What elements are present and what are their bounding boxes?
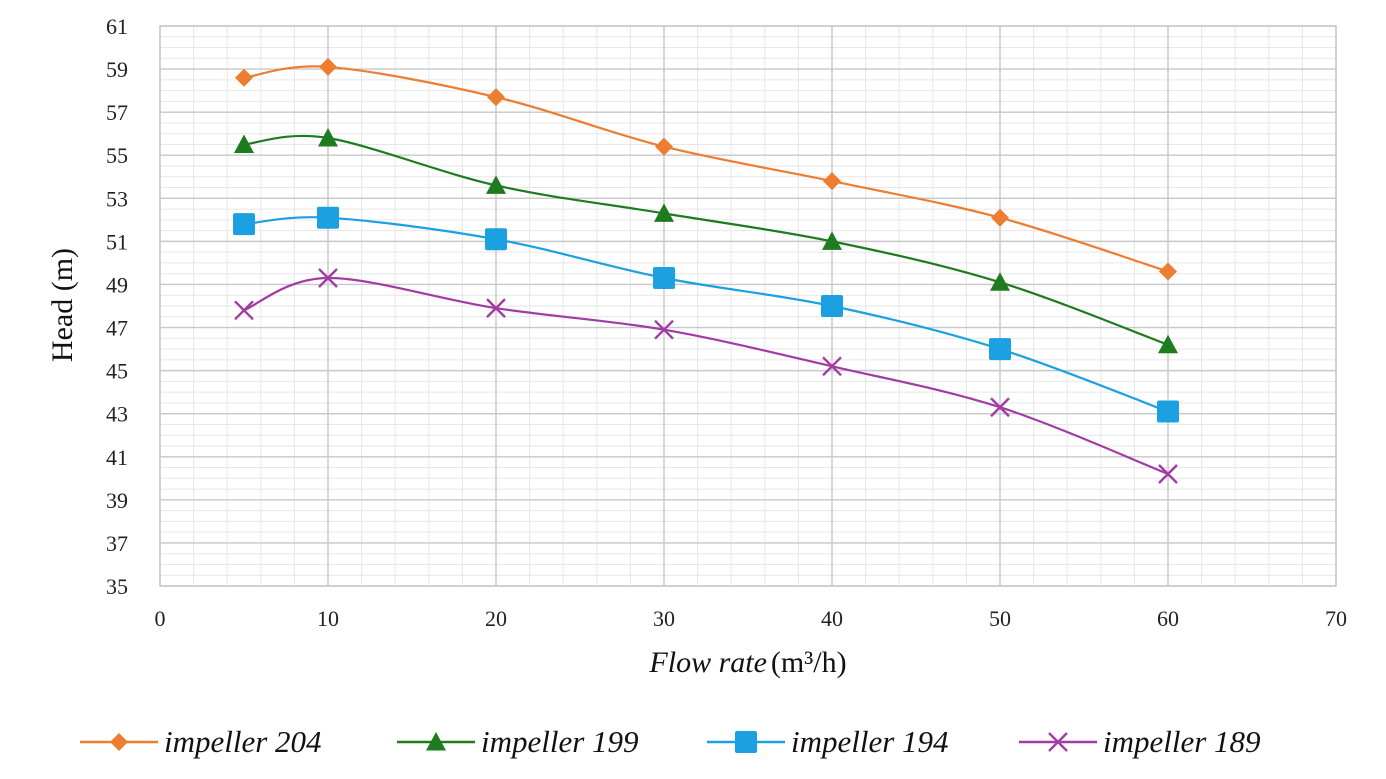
y-tick-label: 37 <box>106 531 128 556</box>
data-point-series-2 <box>654 203 674 222</box>
y-tick-label: 43 <box>106 402 128 427</box>
data-point-series-4 <box>654 319 674 340</box>
y-tick-label: 49 <box>106 272 128 297</box>
legend: impeller 204 impeller 199 impeller 194 impe… <box>80 724 1261 759</box>
x-tick-label: 10 <box>317 606 339 631</box>
y-tick-label: 41 <box>106 445 128 470</box>
y-tick-label: 57 <box>106 100 128 125</box>
y-tick-label: 35 <box>106 574 128 599</box>
data-point-series-4 <box>1158 464 1178 484</box>
x-tick-label: 0 <box>155 606 166 631</box>
y-tick-label: 39 <box>106 488 128 513</box>
x-axis-ticks: 0 10 20 30 40 50 60 70 <box>155 606 1348 631</box>
legend-marker <box>426 732 446 751</box>
series-markers <box>233 57 1179 484</box>
x-tick-label: 20 <box>485 606 507 631</box>
y-tick-label: 51 <box>106 229 128 254</box>
x-tick-label: 70 <box>1325 606 1347 631</box>
data-point-series-2 <box>990 272 1010 291</box>
legend-label: impeller 199 <box>481 724 639 759</box>
y-axis-ticks: 35 37 39 41 43 45 47 49 51 53 55 57 59 61 <box>106 14 128 599</box>
x-tick-label: 60 <box>1157 606 1179 631</box>
data-point-series-1 <box>487 88 505 107</box>
data-point-series-3 <box>1157 400 1179 423</box>
data-point-series-4 <box>318 268 338 288</box>
y-tick-label: 53 <box>106 186 128 211</box>
data-point-series-4 <box>486 298 506 319</box>
series-lines <box>243 65 1169 476</box>
data-point-series-1 <box>823 172 841 191</box>
legend-marker <box>735 731 757 753</box>
series-line-4 <box>243 276 1169 476</box>
data-point-series-3 <box>989 338 1011 361</box>
data-point-series-3 <box>233 213 255 236</box>
data-point-series-2 <box>318 128 338 147</box>
x-axis-title-main: Flow rate <box>648 646 767 679</box>
y-tick-label: 61 <box>106 14 128 39</box>
data-point-series-1 <box>319 57 337 76</box>
y-tick-label: 59 <box>106 57 128 82</box>
data-point-series-3 <box>653 267 675 289</box>
data-point-series-3 <box>317 206 339 229</box>
series-line-3 <box>243 216 1169 413</box>
data-point-series-3 <box>821 295 843 317</box>
y-tick-label: 55 <box>106 143 128 168</box>
data-point-series-2 <box>822 231 842 250</box>
y-axis-title: Head (m) <box>46 248 79 362</box>
x-tick-label: 30 <box>653 606 675 631</box>
legend-marker <box>110 733 128 751</box>
data-point-series-4 <box>234 300 254 321</box>
data-point-series-3 <box>485 228 507 251</box>
legend-label: impeller 204 <box>164 724 322 759</box>
data-point-series-1 <box>1159 262 1177 281</box>
legend-label: impeller 194 <box>791 724 949 759</box>
data-point-series-1 <box>991 208 1009 227</box>
x-tick-label: 40 <box>821 606 843 631</box>
data-point-series-4 <box>990 397 1010 418</box>
y-tick-label: 45 <box>106 359 128 384</box>
legend-label: impeller 189 <box>1103 724 1261 759</box>
x-axis-title-unit: (m³/h) <box>771 646 847 679</box>
plot-border <box>159 25 1337 587</box>
series-line-2 <box>243 134 1169 346</box>
x-axis-title: Flow rate (m³/h) <box>648 646 846 679</box>
legend-marker <box>1048 732 1068 752</box>
data-point-series-2 <box>486 175 506 194</box>
x-tick-label: 50 <box>989 606 1011 631</box>
y-tick-label: 47 <box>106 316 128 341</box>
grid <box>159 25 1337 587</box>
data-point-series-2 <box>1158 334 1178 354</box>
data-point-series-1 <box>235 68 253 87</box>
data-point-series-1 <box>655 137 673 156</box>
data-point-series-2 <box>234 134 254 153</box>
data-point-series-4 <box>822 356 842 377</box>
